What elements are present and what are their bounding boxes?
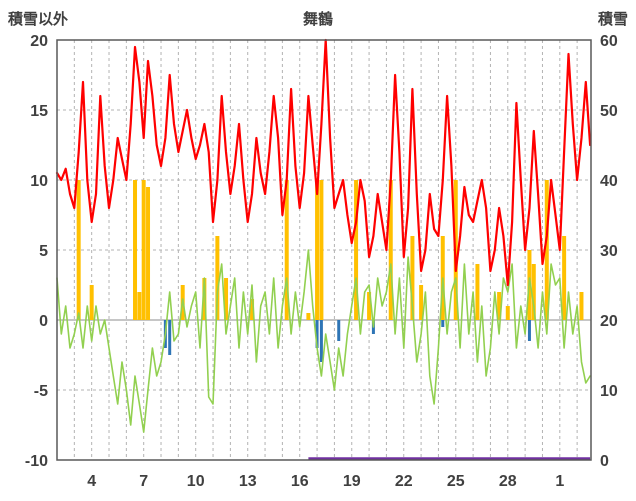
- x-axis-tick: 4: [87, 473, 96, 490]
- x-axis-tick: 10: [187, 473, 205, 490]
- left-axis-title: 積雪以外: [8, 11, 69, 28]
- x-axis-tick: 1: [555, 473, 564, 490]
- right-axis-tick: 0: [600, 453, 609, 470]
- x-axis-tick: 25: [447, 473, 465, 490]
- left-axis-tick: -10: [25, 453, 48, 470]
- temperature-line: [55, 38, 592, 287]
- right-axis-tick: 50: [600, 103, 618, 120]
- x-axis-tick: 16: [291, 473, 309, 490]
- x-axis-tick: 7: [139, 473, 148, 490]
- left-axis-tick: 15: [30, 103, 48, 120]
- right-axis-tick: 30: [600, 243, 618, 260]
- left-axis-tick: 20: [30, 33, 48, 50]
- chart-title: 舞鶴: [302, 11, 333, 28]
- right-axis-tick: 20: [600, 313, 618, 330]
- green-line: [56, 249, 591, 433]
- x-axis-tick: 19: [343, 473, 361, 490]
- left-axis-tick: -5: [34, 383, 48, 400]
- right-axis-tick: 40: [600, 173, 618, 190]
- x-axis-tick: 22: [395, 473, 413, 490]
- plot-border: [56, 39, 592, 461]
- left-axis-tick: 5: [39, 243, 48, 260]
- left-axis-tick: 10: [30, 173, 48, 190]
- left-axis-tick: 0: [39, 313, 48, 330]
- right-axis-title: 積雪: [597, 11, 628, 28]
- x-axis-tick: 13: [239, 473, 257, 490]
- right-axis-tick: 60: [600, 33, 618, 50]
- right-axis-tick: 10: [600, 383, 618, 400]
- x-axis-tick: 28: [499, 473, 517, 490]
